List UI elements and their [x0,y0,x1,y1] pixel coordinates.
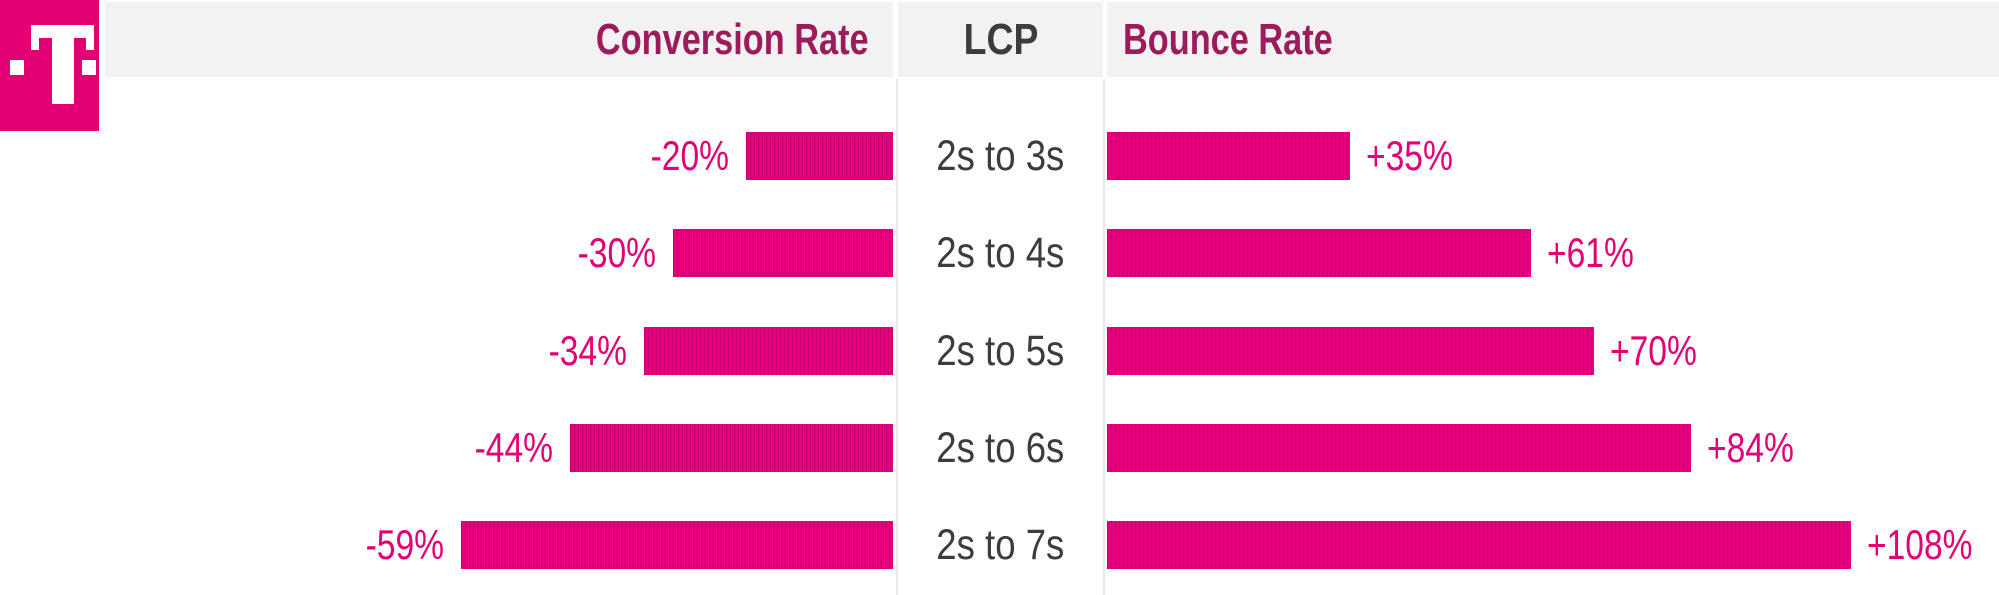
conversion-bar [673,229,893,277]
conversion-cell: -59% [0,521,893,569]
conversion-bar [644,327,893,375]
bounce-cell: +84% [1107,424,1999,472]
column-header-lcp-label: LCP [963,14,1038,64]
conversion-cell: -44% [0,424,893,472]
column-header-conversion-rate: Conversion Rate [105,2,893,77]
center-column-separator-left [896,79,898,595]
bounce-bar [1107,229,1531,277]
bounce-cell: +61% [1107,229,1999,277]
lcp-range-label: 2s to 5s [936,326,1065,375]
bounce-bar [1107,132,1350,180]
bounce-cell: +108% [1107,521,1999,569]
lcp-cell: 2s to 3s [898,132,1103,180]
lcp-cell: 2s to 4s [898,229,1103,277]
bounce-value-label: +35% [1366,132,1453,179]
bounce-bar [1107,327,1594,375]
bounce-value-label: +61% [1547,229,1634,276]
column-header-bounce-rate-label: Bounce Rate [1123,14,1333,64]
chart-row: -44% 2s to 6s +84% [0,424,1999,472]
lcp-range-label: 2s to 6s [936,423,1065,472]
chart-row: -59% 2s to 7s +108% [0,521,1999,569]
conversion-value-label: -34% [548,327,627,374]
bounce-value-label: +70% [1610,327,1697,374]
bounce-cell: +70% [1107,327,1999,375]
conversion-value-label: -30% [577,229,656,276]
bounce-value-label: +84% [1707,424,1794,471]
conversion-cell: -20% [0,132,893,180]
lcp-range-label: 2s to 3s [936,131,1065,180]
conversion-cell: -30% [0,229,893,277]
tmobile-logo [0,0,99,131]
lcp-range-label: 2s to 7s [936,520,1065,569]
chart-row: -20% 2s to 3s +35% [0,132,1999,180]
lcp-cell: 2s to 7s [898,521,1103,569]
chart-row: -30% 2s to 4s +61% [0,229,1999,277]
conversion-bar [570,424,893,472]
conversion-cell: -34% [0,327,893,375]
column-header-lcp: LCP [898,2,1103,77]
column-header-conversion-rate-label: Conversion Rate [596,14,869,64]
conversion-value-label: -44% [474,424,553,471]
conversion-value-label: -59% [365,521,444,568]
t-logo-icon [10,25,96,104]
bounce-cell: +35% [1107,132,1999,180]
lcp-cell: 2s to 5s [898,327,1103,375]
column-header-bounce-rate: Bounce Rate [1107,2,1999,77]
bounce-bar [1107,424,1691,472]
conversion-bar [461,521,893,569]
bounce-bar [1107,521,1852,569]
lcp-range-label: 2s to 4s [936,228,1065,277]
lcp-cell: 2s to 6s [898,424,1103,472]
conversion-bar [746,132,893,180]
bounce-value-label: +108% [1867,521,1973,568]
center-column-separator-right [1103,79,1105,595]
conversion-value-label: -20% [650,132,729,179]
chart-row: -34% 2s to 5s +70% [0,327,1999,375]
